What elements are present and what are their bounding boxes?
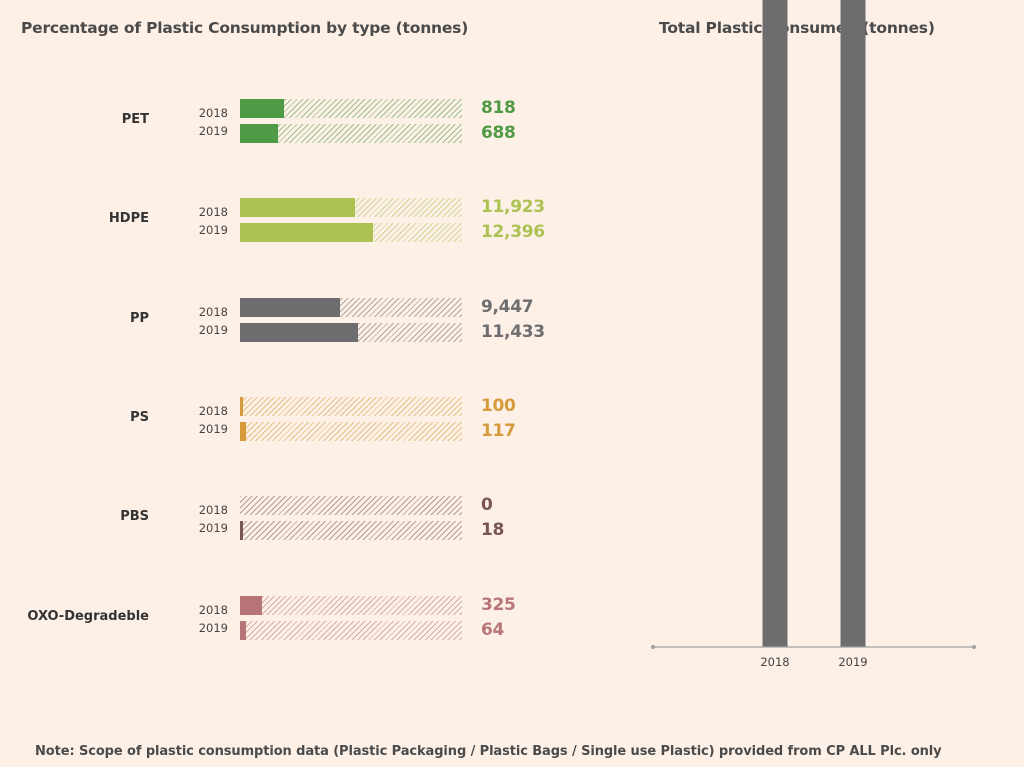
value-label: 12,396 bbox=[481, 222, 545, 243]
bar-oxo-degradeble-2018 bbox=[240, 595, 263, 615]
bar-track bbox=[240, 124, 462, 143]
bar-track bbox=[240, 198, 462, 218]
category-label-ps: PS bbox=[130, 409, 149, 425]
stack-segment-2019 bbox=[840, 0, 866, 647]
year-label: 2018 bbox=[198, 106, 228, 120]
bar-track bbox=[240, 421, 462, 441]
value-label: 688 bbox=[481, 123, 516, 143]
value-label: 100 bbox=[481, 395, 516, 416]
bar-track bbox=[240, 595, 462, 615]
value-label: 9,447 bbox=[481, 296, 534, 317]
value-label: 325 bbox=[481, 594, 516, 615]
year-label: 2019 bbox=[198, 620, 228, 635]
bar-pp-2019 bbox=[240, 322, 358, 342]
bar-pp-2018 bbox=[240, 297, 340, 317]
bar-track bbox=[240, 620, 462, 640]
category-label-oxo-degradeble: OXO-Degradeble bbox=[27, 608, 149, 624]
footnote: Note: Scope of plastic consumption data … bbox=[35, 744, 942, 759]
value-label: 18 bbox=[481, 520, 505, 541]
value-label: 117 bbox=[481, 420, 516, 441]
bar-track bbox=[240, 396, 462, 416]
value-label: 818 bbox=[481, 98, 516, 118]
category-label-pp: PP bbox=[129, 310, 149, 326]
value-label: 11,923 bbox=[481, 197, 545, 218]
bar-pet-2019 bbox=[240, 124, 278, 143]
value-label: 11,433 bbox=[481, 321, 545, 342]
value-label: 0 bbox=[481, 495, 493, 516]
year-label: 2019 bbox=[198, 223, 228, 238]
bar-pet-2018 bbox=[240, 99, 285, 118]
year-label: 2018 bbox=[198, 205, 228, 220]
year-label: 2019 bbox=[198, 521, 228, 536]
year-label: 2018 bbox=[198, 403, 228, 418]
bar-track bbox=[240, 496, 462, 516]
category-label-pet: PET bbox=[121, 112, 149, 127]
year-label: 2018 bbox=[198, 503, 228, 518]
right-chart-title: Total Plastic Consumed (tonnes) bbox=[659, 19, 935, 37]
year-label: 2018 bbox=[198, 304, 228, 319]
bar-track bbox=[240, 223, 462, 243]
value-label: 64 bbox=[481, 619, 505, 640]
bar-hdpe-2019 bbox=[240, 223, 374, 243]
x-tick-label: 2019 bbox=[838, 655, 867, 669]
year-label: 2019 bbox=[198, 322, 228, 337]
year-label: 2019 bbox=[198, 421, 228, 436]
year-label: 2018 bbox=[198, 602, 228, 617]
bar-track bbox=[240, 322, 462, 342]
x-tick-label: 2018 bbox=[760, 655, 789, 669]
category-label-hdpe: HDPE bbox=[108, 211, 149, 227]
bar-track bbox=[240, 99, 462, 118]
left-chart-title: Percentage of Plastic Consumption by typ… bbox=[21, 19, 469, 37]
axis-end-dot bbox=[972, 645, 976, 649]
bar-track bbox=[240, 521, 462, 541]
bar-ps-2019 bbox=[240, 421, 246, 441]
bar-track bbox=[240, 297, 462, 317]
axis-end-dot bbox=[651, 645, 655, 649]
stack-segment-2018 bbox=[762, 0, 788, 647]
year-label: 2019 bbox=[198, 124, 228, 138]
category-label-pbs: PBS bbox=[120, 509, 149, 525]
bar-pbs-2019 bbox=[240, 521, 243, 541]
bar-oxo-degradeble-2019 bbox=[240, 620, 247, 640]
bar-hdpe-2018 bbox=[240, 198, 356, 218]
bar-ps-2018 bbox=[240, 396, 244, 416]
